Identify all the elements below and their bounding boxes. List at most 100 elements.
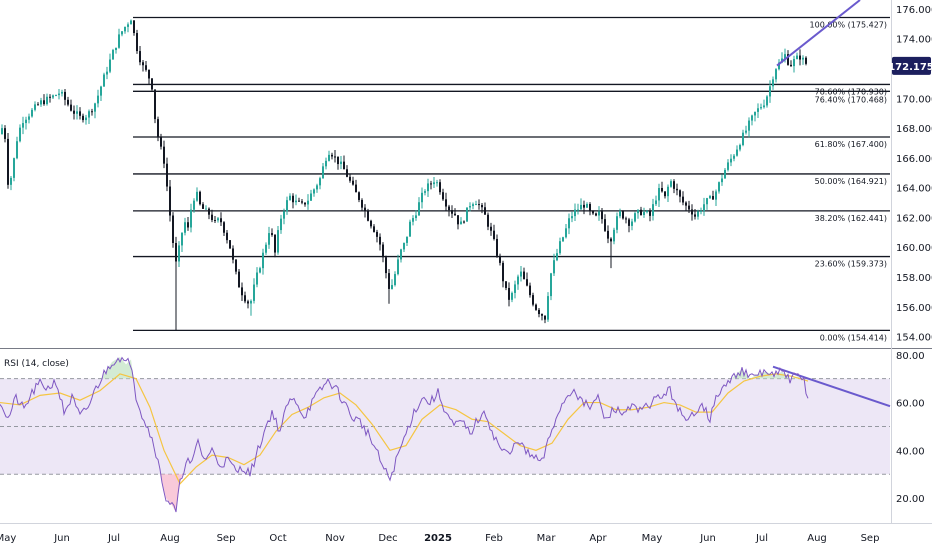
candle	[175, 236, 177, 331]
candle	[31, 107, 33, 118]
candle-body	[217, 218, 219, 221]
candle-body	[34, 104, 36, 110]
candle-body	[106, 71, 108, 75]
candle	[208, 207, 210, 220]
candle-body	[775, 69, 777, 80]
candle-body	[478, 204, 480, 206]
candle	[73, 105, 75, 120]
candle-body	[202, 204, 204, 209]
candle-body	[742, 132, 744, 146]
candle-body	[796, 55, 798, 60]
rsi-trendline[interactable]	[772, 365, 891, 408]
time-axis-label: May	[642, 533, 663, 544]
candle	[739, 143, 741, 152]
candle-body	[82, 115, 84, 121]
candle	[595, 212, 597, 217]
candle	[28, 113, 30, 124]
candle	[292, 193, 294, 209]
candle	[598, 206, 600, 221]
time-axis-label: May	[0, 533, 16, 544]
rsi-indicator-title[interactable]: RSI (14, close)	[4, 359, 69, 369]
candle	[319, 176, 321, 190]
candle-body	[160, 137, 162, 147]
candle-body	[223, 222, 225, 233]
candle	[178, 241, 180, 268]
candle	[4, 125, 6, 143]
candle-body	[295, 200, 297, 203]
candle	[709, 194, 711, 199]
candle	[394, 271, 396, 287]
candle	[616, 212, 618, 234]
candle	[640, 206, 642, 216]
candle-body	[631, 221, 633, 226]
price-axis-tick: 156.000	[896, 303, 932, 314]
candle-body	[301, 201, 303, 203]
candle	[793, 55, 795, 73]
candle-body	[118, 34, 120, 48]
candle-body	[220, 218, 222, 223]
fibonacci-retracement[interactable]	[133, 16, 890, 332]
candle	[751, 114, 753, 126]
fib-level-label: 78.60% (170.930)	[815, 87, 887, 96]
candle-body	[739, 145, 741, 150]
candle	[337, 156, 339, 170]
rsi-band-lines	[0, 378, 890, 475]
candle	[484, 202, 486, 215]
fibonacci-labels: 100.00% (175.427) 78.60% (170.930)76.40% …	[810, 20, 887, 342]
candle-body	[766, 96, 768, 106]
candle	[493, 224, 495, 241]
candle-body	[544, 315, 546, 320]
candle	[691, 204, 693, 221]
time-axis[interactable]: May Jun Jul Aug Sep Oct Nov Dec 2025 Feb Mar Apr May…	[0, 533, 879, 544]
candle-body	[64, 91, 66, 100]
candle-body	[175, 243, 177, 262]
candle-body	[676, 188, 678, 191]
rsi-axis[interactable]: 80.00 60.00 40.00 20.00	[896, 351, 925, 505]
candle	[13, 157, 15, 182]
candle	[226, 230, 228, 244]
price-trendline[interactable]	[776, 0, 861, 67]
candle	[481, 203, 483, 214]
candle-body	[769, 86, 771, 97]
candle-body	[466, 207, 468, 222]
candle-body	[799, 55, 801, 60]
candlestick-series	[1, 19, 807, 331]
candle-body	[802, 57, 804, 60]
candle-body	[727, 162, 729, 170]
fib-level-label: 50.00% (164.921)	[815, 177, 887, 186]
candle	[379, 233, 381, 251]
candle	[7, 133, 9, 189]
candle	[790, 60, 792, 67]
candle	[133, 19, 135, 36]
candle	[157, 116, 159, 142]
candle	[163, 140, 165, 169]
candle-body	[706, 198, 708, 205]
candle-body	[622, 211, 624, 219]
candle	[664, 191, 666, 199]
candle	[247, 299, 249, 309]
candle	[91, 108, 93, 116]
candle-body	[778, 62, 780, 70]
candle-body	[673, 181, 675, 189]
candle-body	[592, 210, 594, 214]
candle	[550, 272, 552, 301]
candle	[181, 232, 183, 252]
candle-body	[322, 166, 324, 179]
candle	[670, 179, 672, 188]
candle	[568, 213, 570, 235]
candle	[364, 204, 366, 218]
candle	[187, 216, 189, 231]
candle-body	[541, 314, 543, 316]
candle	[19, 124, 21, 143]
candle-body	[658, 188, 660, 201]
candle	[694, 208, 696, 220]
candle	[358, 191, 360, 203]
candle	[607, 225, 609, 244]
rsi-axis-tick: 60.00	[896, 399, 925, 410]
candle-body	[325, 160, 327, 167]
candle	[700, 207, 702, 215]
candle-body	[757, 108, 759, 112]
rsi-axis-tick: 80.00	[896, 351, 925, 362]
candle	[727, 159, 729, 172]
